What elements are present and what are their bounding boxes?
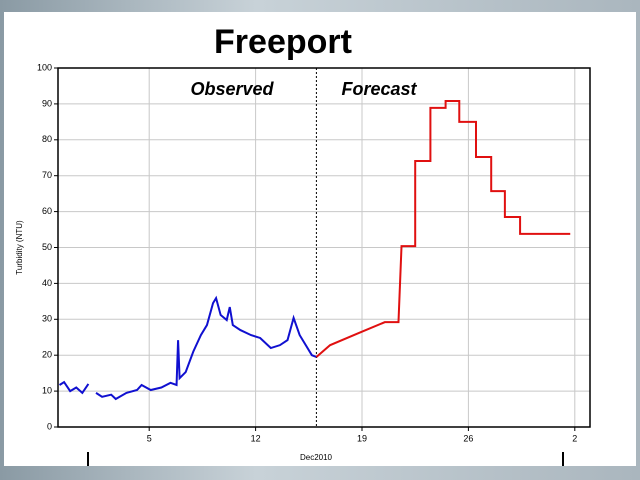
series-line xyxy=(95,295,317,401)
series-line xyxy=(58,380,90,395)
y-tick-label: 100 xyxy=(37,62,52,72)
y-tick-label: 10 xyxy=(42,385,52,395)
series-line xyxy=(315,100,571,358)
slide-area xyxy=(4,12,636,466)
chart-title: Freeport xyxy=(214,23,352,61)
y-tick-label: 40 xyxy=(42,278,52,288)
x-tick-label: 19 xyxy=(357,433,367,443)
x-tick-label: 26 xyxy=(463,433,473,443)
y-tick-label: 70 xyxy=(42,170,52,180)
plot-frame xyxy=(57,67,591,428)
y-tick-label: 0 xyxy=(47,421,52,431)
annotation: Forecast xyxy=(341,79,417,99)
x-axis-label: Dec2010 xyxy=(300,453,333,462)
x-tick-label: 2 xyxy=(572,433,577,443)
y-tick-label: 20 xyxy=(42,350,52,360)
y-tick-label: 60 xyxy=(42,206,52,216)
y-tick-label: 30 xyxy=(42,314,52,324)
y-tick-label: 80 xyxy=(42,134,52,144)
x-tick-label: 5 xyxy=(147,433,152,443)
annotation: Observed xyxy=(190,79,274,99)
y-tick-label: 50 xyxy=(42,242,52,252)
y-axis-label: Turbidity (NTU) xyxy=(15,220,24,275)
y-tick-label: 90 xyxy=(42,98,52,108)
x-tick-label: 12 xyxy=(251,433,261,443)
